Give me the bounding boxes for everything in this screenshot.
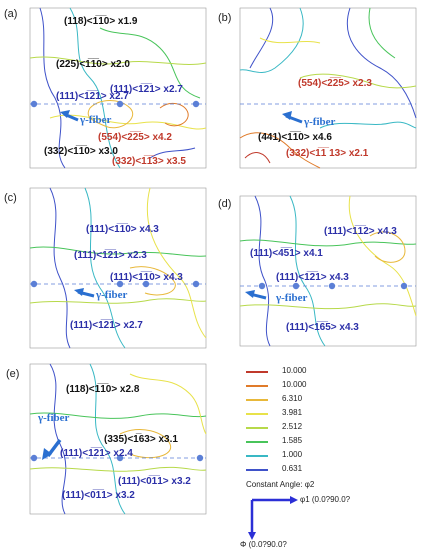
legend-value: 10.000 bbox=[282, 380, 307, 389]
panel-label: (b) bbox=[218, 12, 232, 24]
gamma-fiber-label: γ-fiber bbox=[80, 114, 112, 126]
annotation: (118)<1̅1̅0> x2.8 bbox=[66, 384, 140, 395]
gamma-fiber-label: γ-fiber bbox=[276, 292, 308, 304]
contour-plot-c bbox=[29, 187, 207, 349]
annotation: (111)<0̅1̅1> x3.2 bbox=[62, 490, 135, 501]
annotation: (554)<2̅2̅5> x2.3 bbox=[298, 78, 372, 89]
annotation: (111)<1̅2̅1> x2.7 bbox=[110, 84, 183, 95]
legend-value: 1.000 bbox=[282, 450, 303, 459]
phi-axis-arrow bbox=[248, 532, 256, 540]
annotation: (111)<1̅2̅1> x2.7 bbox=[70, 320, 143, 331]
legend-swatch bbox=[246, 455, 268, 457]
annotation: (111)<1̅6̅5> x4.3 bbox=[286, 322, 359, 333]
contour-plot-e bbox=[29, 363, 207, 515]
panel-label: (a) bbox=[4, 8, 18, 20]
annotation: (111)<1̅2̅1> x2.7 bbox=[56, 91, 129, 102]
annotation: (111)<0̅1̅1> x3.2 bbox=[118, 476, 191, 487]
panel-label: (e) bbox=[6, 368, 20, 380]
phi1-axis-label: φ1 (0.0?90.0? bbox=[300, 495, 351, 504]
gamma-fiber-label: γ-fiber bbox=[96, 289, 128, 301]
panel-e: (e) (118)<1̅1̅0> x2.8 (335)<1̅63> x3.1 (… bbox=[6, 363, 207, 515]
annotation: (335)<1̅63> x3.1 bbox=[104, 434, 178, 445]
annotation: (111)<1̅1̅0> x4.3 bbox=[110, 272, 183, 283]
contour-plot-a bbox=[29, 7, 207, 169]
panel-d: (d) (111)<1̅1̅2> x4.3 (111)<4̅5̅1> x4.1 … bbox=[218, 195, 417, 347]
panel-b: (b) (554)<2̅2̅5> x2.3 (441)<1̅1̅0> x4.6 … bbox=[218, 7, 417, 169]
annotation: (332)<1̅1̅0> x3.0 bbox=[44, 146, 118, 157]
legend-caption: Constant Angle: φ2 bbox=[246, 480, 315, 489]
legend-swatch bbox=[246, 413, 268, 415]
annotation: (225)<1̅1̅0> x2.0 bbox=[56, 59, 130, 70]
gamma-fiber-label: γ-fiber bbox=[304, 116, 336, 128]
annotation: (111)<1̅1̅2> x4.3 bbox=[324, 226, 397, 237]
annotation: (111)<1̅2̅1> x2.4 bbox=[60, 448, 133, 459]
legend-value: 1.585 bbox=[282, 436, 303, 445]
annotation: (111)<1̅2̅1> x2.3 bbox=[74, 250, 147, 261]
legend-swatch bbox=[246, 371, 268, 373]
annotation: (111)<4̅5̅1> x4.1 bbox=[250, 248, 323, 259]
annotation: (554)<2̅2̅5> x4.2 bbox=[98, 132, 172, 143]
panel-label: (d) bbox=[218, 198, 232, 210]
legend-value: 10.000 bbox=[282, 366, 307, 375]
annotation: (332)<1̅1̅ 13> x2.1 bbox=[286, 148, 369, 159]
legend-swatch bbox=[246, 399, 268, 401]
legend-value: 0.631 bbox=[282, 464, 303, 473]
annotation: (118)<1̅1̅0> x1.9 bbox=[64, 16, 138, 27]
annotation: (111)<1̅2̅1> x4.3 bbox=[276, 272, 349, 283]
panel-a: (a) (118)<1̅1̅0> x1.9 (225)<1̅1̅0> x2.0 … bbox=[4, 7, 207, 169]
contour-plot-b bbox=[239, 7, 417, 169]
annotation: (332)<1̅1̅3> x3.5 bbox=[112, 156, 186, 167]
legend-value: 3.981 bbox=[282, 408, 303, 417]
legend-value: 6.310 bbox=[282, 394, 303, 403]
Phi-axis-label: Φ (0.0?90.0? bbox=[240, 540, 287, 549]
gamma-fiber-label: γ-fiber bbox=[38, 412, 70, 424]
panel-c: (c) (111)<1̅1̅0> x4.3 (111)<1̅2̅1> x2.3 … bbox=[4, 187, 207, 349]
legend-value: 2.512 bbox=[282, 422, 303, 431]
legend-swatch bbox=[246, 469, 268, 471]
phi1-axis-arrow bbox=[290, 496, 298, 504]
panel-label: (c) bbox=[4, 192, 17, 204]
annotation: (111)<1̅1̅0> x4.3 bbox=[86, 224, 159, 235]
contour-plot-d bbox=[239, 195, 417, 347]
legend-swatch bbox=[246, 427, 268, 429]
annotation: (441)<1̅1̅0> x4.6 bbox=[258, 132, 332, 143]
legend-swatch bbox=[246, 441, 268, 443]
legend-swatch bbox=[246, 385, 268, 387]
